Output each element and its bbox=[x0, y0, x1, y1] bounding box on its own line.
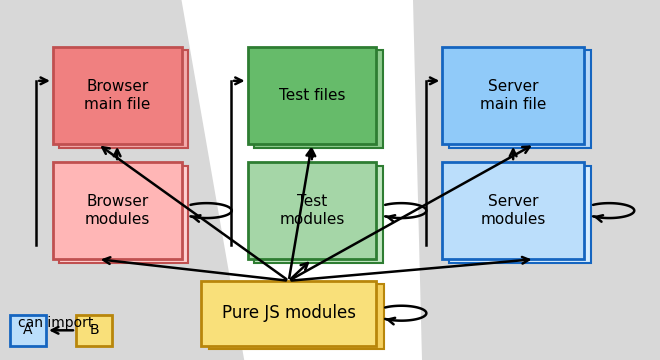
FancyBboxPatch shape bbox=[53, 162, 182, 259]
FancyBboxPatch shape bbox=[442, 47, 584, 144]
FancyBboxPatch shape bbox=[442, 162, 584, 259]
Text: Test
modules: Test modules bbox=[279, 194, 345, 227]
FancyBboxPatch shape bbox=[53, 47, 182, 144]
FancyBboxPatch shape bbox=[449, 50, 591, 148]
FancyBboxPatch shape bbox=[201, 281, 376, 346]
Text: Test files: Test files bbox=[279, 88, 345, 103]
FancyBboxPatch shape bbox=[10, 315, 46, 346]
FancyBboxPatch shape bbox=[76, 315, 112, 346]
FancyBboxPatch shape bbox=[209, 284, 384, 349]
Text: A: A bbox=[23, 323, 33, 337]
Text: Pure JS modules: Pure JS modules bbox=[222, 304, 356, 322]
FancyBboxPatch shape bbox=[254, 166, 383, 263]
Polygon shape bbox=[412, 0, 660, 360]
FancyBboxPatch shape bbox=[254, 50, 383, 148]
FancyBboxPatch shape bbox=[248, 47, 376, 144]
FancyBboxPatch shape bbox=[449, 166, 591, 263]
FancyBboxPatch shape bbox=[59, 50, 188, 148]
Text: Server
modules: Server modules bbox=[480, 194, 546, 227]
Text: can import: can import bbox=[18, 316, 94, 330]
Text: B: B bbox=[89, 323, 99, 337]
Text: Browser
modules: Browser modules bbox=[84, 194, 150, 227]
Polygon shape bbox=[0, 0, 244, 360]
FancyBboxPatch shape bbox=[59, 166, 188, 263]
FancyBboxPatch shape bbox=[248, 162, 376, 259]
Text: Server
main file: Server main file bbox=[480, 79, 546, 112]
Text: Browser
main file: Browser main file bbox=[84, 79, 150, 112]
